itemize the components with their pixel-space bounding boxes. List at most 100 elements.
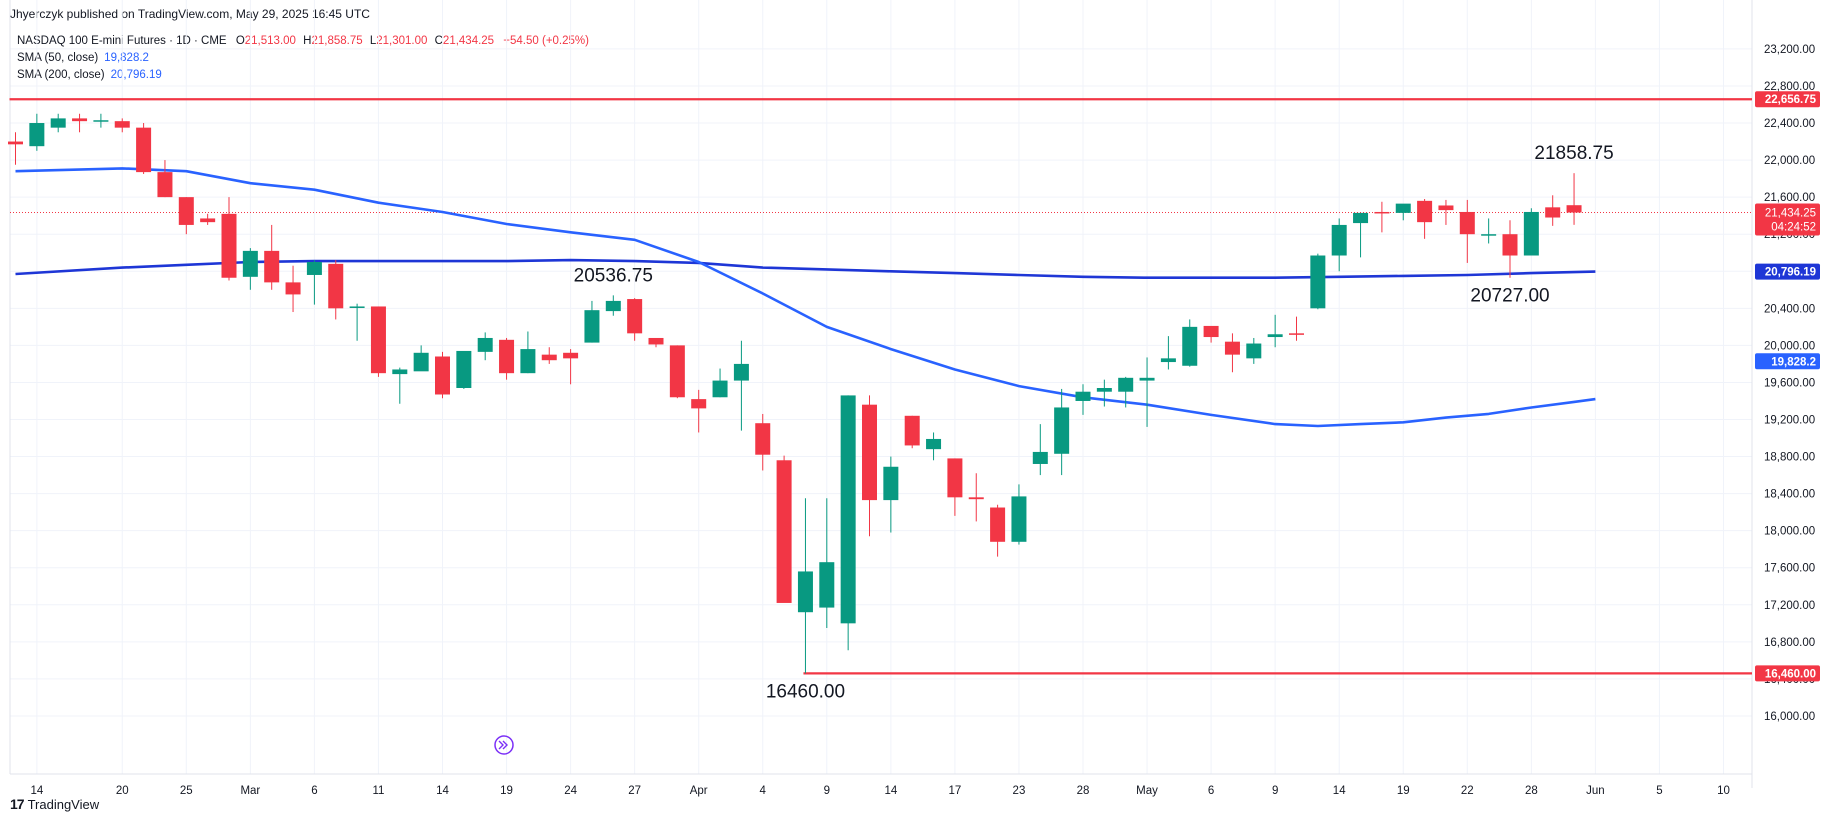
candle xyxy=(50,113,66,133)
price-tick-label: 17,200.00 xyxy=(1764,600,1815,612)
candle xyxy=(862,395,877,537)
candle xyxy=(904,415,920,449)
candle xyxy=(819,498,835,628)
level-tag-bg xyxy=(1755,665,1820,682)
candle xyxy=(392,367,408,404)
time-tick-label: Apr xyxy=(690,785,708,797)
candle-body xyxy=(1417,200,1433,223)
candle xyxy=(1459,199,1475,263)
candle-body xyxy=(392,369,408,375)
time-tick-label: Mar xyxy=(240,785,260,797)
sma50-value: 19,828.2 xyxy=(104,52,149,64)
time-tick-label: May xyxy=(1136,785,1158,797)
candle-body xyxy=(1523,211,1539,256)
candle xyxy=(93,113,109,128)
candle xyxy=(435,351,450,399)
sma200-row[interactable]: SMA (200, close) 20,796.19 xyxy=(17,67,589,84)
candle xyxy=(1438,199,1454,225)
candle-body xyxy=(1481,234,1497,236)
candle-body xyxy=(627,299,643,334)
candle-body xyxy=(1096,388,1112,392)
candle xyxy=(1096,379,1112,407)
price-tick-label: 22,400.00 xyxy=(1764,118,1815,130)
candle-body xyxy=(477,337,493,352)
footer-brand[interactable]: 17 TradingView xyxy=(10,796,99,812)
candle xyxy=(1502,220,1518,278)
candle xyxy=(1374,201,1390,233)
candle-body xyxy=(1310,255,1326,309)
price-tick-label: 16,000.00 xyxy=(1764,711,1815,723)
time-tick-label: 14 xyxy=(30,785,43,797)
replay-icon[interactable] xyxy=(494,735,514,755)
candle-body xyxy=(136,127,152,173)
candle-body xyxy=(114,121,130,128)
candle xyxy=(178,197,194,235)
candle xyxy=(370,306,386,377)
candles xyxy=(8,113,1582,674)
time-tick-label: 28 xyxy=(1525,785,1538,797)
candle xyxy=(200,213,216,225)
sma50-line xyxy=(15,167,1596,428)
price-tick-label: 20,000.00 xyxy=(1764,340,1815,352)
candle xyxy=(1032,424,1048,476)
price-tick-label: 18,000.00 xyxy=(1764,526,1815,538)
candle-body xyxy=(819,562,835,608)
candle xyxy=(157,160,173,198)
price-annotation: 20536.75 xyxy=(574,265,653,286)
candle xyxy=(926,432,942,461)
candle-body xyxy=(221,213,237,278)
time-tick-label: 17 xyxy=(949,785,962,797)
time-tick-label: 28 xyxy=(1077,785,1090,797)
candle xyxy=(840,395,856,651)
time-tick-label: 24 xyxy=(564,785,577,797)
candle xyxy=(1182,319,1198,367)
candle-body xyxy=(712,380,728,398)
countdown-tag-label: 04:24:52 xyxy=(1771,221,1816,233)
candle-body xyxy=(456,350,472,388)
candle-body xyxy=(1545,207,1561,218)
candle xyxy=(541,347,557,364)
level-tag-bg xyxy=(1755,91,1820,108)
candle-body xyxy=(1054,407,1070,454)
candle xyxy=(264,224,280,290)
time-tick-label: 6 xyxy=(311,785,317,797)
candle-body xyxy=(776,460,792,603)
candle xyxy=(669,345,685,399)
candle-body xyxy=(584,310,600,343)
candle xyxy=(242,248,258,290)
candle xyxy=(1011,484,1027,545)
candle-body xyxy=(157,172,173,198)
moving-averages xyxy=(15,167,1596,428)
candle-body xyxy=(947,458,963,498)
candle xyxy=(285,265,301,313)
candle xyxy=(733,340,749,431)
candle-body xyxy=(200,218,216,223)
candle-body xyxy=(1160,358,1176,363)
time-axis[interactable]: 14 20 25 Mar 6 11 14 19 24 27 Apr 4 9 14 17 23 28 May 6 9 14… xyxy=(30,785,1729,797)
candle-body xyxy=(691,399,707,409)
candle xyxy=(968,473,984,522)
candle xyxy=(627,298,643,341)
candle xyxy=(648,337,664,348)
candle-body xyxy=(1118,377,1134,392)
candle-body xyxy=(72,118,88,122)
candle-body xyxy=(1331,224,1347,256)
candle-body xyxy=(883,466,899,501)
candle xyxy=(1224,333,1240,373)
price-tick-label: 22,800.00 xyxy=(1764,81,1815,93)
candle xyxy=(605,295,621,316)
time-tick-label: 9 xyxy=(1272,785,1278,797)
publisher-line: Jhyerczyk published on TradingView.com, … xyxy=(10,7,370,21)
candle-body xyxy=(1395,203,1411,213)
candle-body xyxy=(8,141,23,145)
candle-body xyxy=(93,120,109,122)
sma200-value: 20,796.19 xyxy=(110,69,162,81)
candle-body xyxy=(669,345,685,398)
annotations: 21858.75 20536.75 20727.00 16460.00 xyxy=(574,143,1614,702)
candle-body xyxy=(733,363,749,381)
horizontal-lines[interactable] xyxy=(9,98,1753,675)
candle-body xyxy=(648,337,664,345)
price-axis[interactable]: 16,000.0016,400.0016,800.0017,200.0017,6… xyxy=(1764,44,1815,723)
low-key: L xyxy=(369,35,377,47)
